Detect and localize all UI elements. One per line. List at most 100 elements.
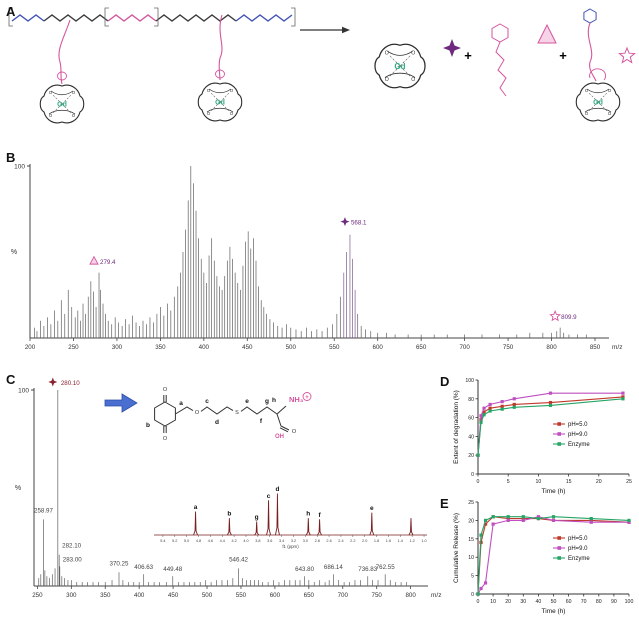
data-marker (548, 391, 553, 395)
svg-text:400: 400 (134, 592, 145, 599)
svg-text:643.80: 643.80 (295, 566, 314, 573)
structure-atoms: O O O S O (163, 387, 297, 442)
svg-text:pH=5.0: pH=5.0 (568, 422, 588, 428)
svg-text:40: 40 (468, 434, 474, 440)
series-line (477, 516, 629, 595)
svg-text:686.14: 686.14 (324, 564, 343, 571)
svg-text:0: 0 (471, 592, 474, 598)
reaction-arrow-icon (300, 26, 350, 34)
data-marker (521, 515, 525, 519)
svg-text:O: O (292, 429, 297, 435)
svg-text:2.4: 2.4 (338, 539, 343, 543)
svg-text:a: a (194, 504, 198, 511)
svg-text:2.6: 2.6 (326, 539, 331, 543)
svg-text:Time (h): Time (h) (542, 608, 566, 615)
data-marker (551, 518, 556, 522)
nmr-peak (266, 500, 271, 536)
svg-text:50: 50 (551, 599, 557, 605)
svg-text:5: 5 (507, 479, 510, 485)
svg-text:f: f (260, 418, 263, 425)
svg-text:279.4: 279.4 (100, 259, 116, 266)
svg-text:O: O (163, 387, 168, 393)
svg-text:1.0: 1.0 (421, 539, 426, 543)
series-line (477, 516, 630, 595)
svg-text:550: 550 (329, 344, 340, 351)
gd-complex-product-2 (575, 82, 621, 122)
svg-text:546.42: 546.42 (229, 556, 248, 563)
linker-molecule (491, 23, 509, 97)
svg-text:15: 15 (468, 537, 474, 543)
data-marker (476, 592, 480, 596)
mass-spectrum-b: 100% 200 250 300 350 400 450 500 550 600 650 700 750… (11, 164, 623, 352)
svg-text:500: 500 (286, 344, 297, 351)
data-marker (483, 581, 488, 585)
svg-text:20: 20 (596, 479, 602, 485)
svg-text:h: h (306, 511, 310, 518)
svg-text:Extent of degradation (%): Extent of degradation (%) (453, 390, 460, 464)
svg-text:350: 350 (100, 592, 111, 599)
svg-text:300: 300 (66, 592, 77, 599)
gd-complex-left-1 (39, 84, 85, 124)
data-marker (491, 522, 495, 526)
svg-text:250: 250 (32, 592, 43, 599)
data-marker (621, 397, 625, 401)
data-marker (512, 397, 516, 401)
data-marker (488, 406, 492, 410)
svg-text:1.6: 1.6 (386, 539, 391, 543)
data-marker (476, 453, 480, 457)
structure-bonds (154, 395, 290, 433)
svg-text:4.4: 4.4 (220, 539, 225, 543)
svg-text:%: % (11, 249, 17, 256)
svg-text:1.4: 1.4 (398, 539, 403, 543)
svg-text:762.55: 762.55 (376, 564, 395, 571)
svg-text:O: O (195, 410, 200, 416)
svg-text:3.6: 3.6 (267, 539, 272, 543)
svg-text:60: 60 (468, 416, 474, 422)
data-marker (627, 520, 631, 524)
star5-outline-icon (549, 310, 562, 322)
svg-text:25: 25 (626, 479, 632, 485)
blue-arrow-icon (104, 393, 138, 413)
data-marker (548, 400, 553, 405)
product-structure-inset: O O O S O a b c d e f g h OH NH₃ + (104, 387, 312, 442)
svg-text:80: 80 (468, 397, 474, 403)
data-marker (483, 518, 488, 522)
svg-text:5.2: 5.2 (172, 539, 177, 543)
star4-icon (340, 217, 350, 227)
svg-text:258.97: 258.97 (34, 507, 53, 514)
data-marker (500, 404, 504, 408)
star4-icon (48, 377, 58, 387)
series-line (477, 398, 624, 456)
svg-text:2.8: 2.8 (315, 539, 320, 543)
nmr-peak (305, 518, 311, 536)
panel-label-d: D (440, 374, 450, 389)
svg-text:25: 25 (468, 500, 474, 506)
data-marker (479, 586, 483, 591)
data-marker (488, 402, 492, 407)
release-chart: 0 10 20 30 40 50 60 70 80 90 100 0 5 10 15 20 25 Time (h)… (453, 500, 633, 615)
data-marker (506, 515, 510, 519)
panel-label-b: B (6, 150, 16, 165)
svg-text:10: 10 (468, 555, 474, 561)
svg-text:800: 800 (546, 344, 557, 351)
svg-text:15: 15 (566, 479, 572, 485)
nh3-label: NH₃ (289, 395, 304, 404)
spectrum-peaks (38, 390, 407, 586)
svg-text:3.0: 3.0 (303, 539, 308, 543)
triangle-icon (89, 255, 99, 265)
triangle-icon (537, 23, 557, 44)
svg-text:a: a (179, 400, 183, 407)
svg-text:3.8: 3.8 (255, 539, 260, 543)
data-marker (536, 515, 540, 519)
svg-text:Enzyme: Enzyme (568, 442, 590, 448)
data-marker (483, 522, 488, 526)
nmr-peak (408, 518, 414, 536)
svg-text:Time (h): Time (h) (542, 488, 566, 495)
svg-text:5: 5 (471, 574, 474, 580)
nmr-peak (226, 518, 232, 536)
data-marker (488, 409, 492, 413)
data-marker (521, 518, 525, 522)
spectrum-peaks (33, 166, 587, 338)
svg-text:70: 70 (581, 599, 587, 605)
svg-text:568.1: 568.1 (351, 220, 367, 227)
